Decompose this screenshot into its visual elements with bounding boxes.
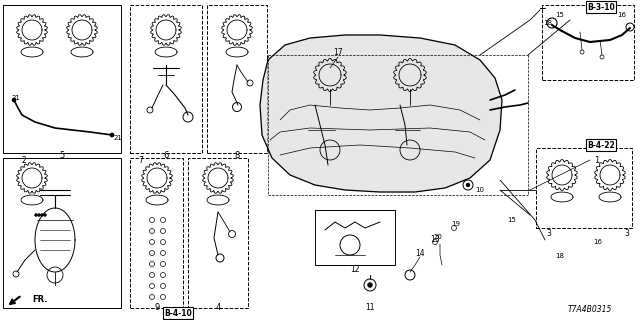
- Text: 11: 11: [365, 302, 375, 311]
- Text: 12: 12: [350, 266, 360, 275]
- Bar: [130, 158, 183, 308]
- Text: FR.: FR.: [32, 295, 47, 305]
- Text: 21: 21: [12, 95, 20, 101]
- Text: 14: 14: [415, 249, 425, 258]
- Circle shape: [110, 133, 114, 137]
- Polygon shape: [260, 35, 502, 192]
- Circle shape: [466, 183, 470, 187]
- Bar: [188, 158, 248, 308]
- Text: B-4-10: B-4-10: [164, 308, 192, 317]
- Text: 19: 19: [451, 221, 461, 227]
- Text: 3: 3: [547, 228, 552, 237]
- Text: 20: 20: [433, 234, 442, 240]
- Text: 15: 15: [556, 12, 564, 18]
- Bar: [130, 5, 202, 153]
- Text: 2: 2: [21, 156, 26, 164]
- Bar: [542, 5, 634, 80]
- Text: 3: 3: [625, 228, 629, 237]
- Text: B-4-22: B-4-22: [587, 140, 615, 149]
- Text: 1: 1: [595, 156, 600, 164]
- Bar: [536, 148, 632, 228]
- Text: 6: 6: [163, 150, 169, 159]
- Text: 9: 9: [154, 303, 159, 313]
- Text: 5: 5: [60, 150, 65, 159]
- Text: 10: 10: [475, 187, 484, 193]
- Text: 18: 18: [556, 253, 564, 259]
- Circle shape: [44, 213, 47, 217]
- Circle shape: [35, 213, 38, 217]
- Circle shape: [38, 213, 40, 217]
- Bar: [3, 5, 121, 153]
- Text: 7: 7: [138, 156, 143, 164]
- Text: T7A4B0315: T7A4B0315: [568, 306, 612, 315]
- Text: 16: 16: [618, 12, 627, 18]
- Text: 13: 13: [430, 236, 440, 244]
- Text: 21: 21: [114, 135, 123, 141]
- Text: 17: 17: [333, 47, 343, 57]
- Circle shape: [40, 213, 44, 217]
- Text: 16: 16: [593, 239, 602, 245]
- Bar: [315, 210, 395, 265]
- Bar: [3, 158, 121, 308]
- Text: 4: 4: [216, 303, 221, 313]
- Text: 18: 18: [543, 20, 552, 26]
- Text: B-3-10: B-3-10: [587, 3, 615, 12]
- Text: 15: 15: [508, 217, 516, 223]
- Circle shape: [367, 283, 372, 287]
- Circle shape: [12, 98, 16, 102]
- Text: 8: 8: [234, 150, 240, 159]
- Bar: [207, 5, 267, 153]
